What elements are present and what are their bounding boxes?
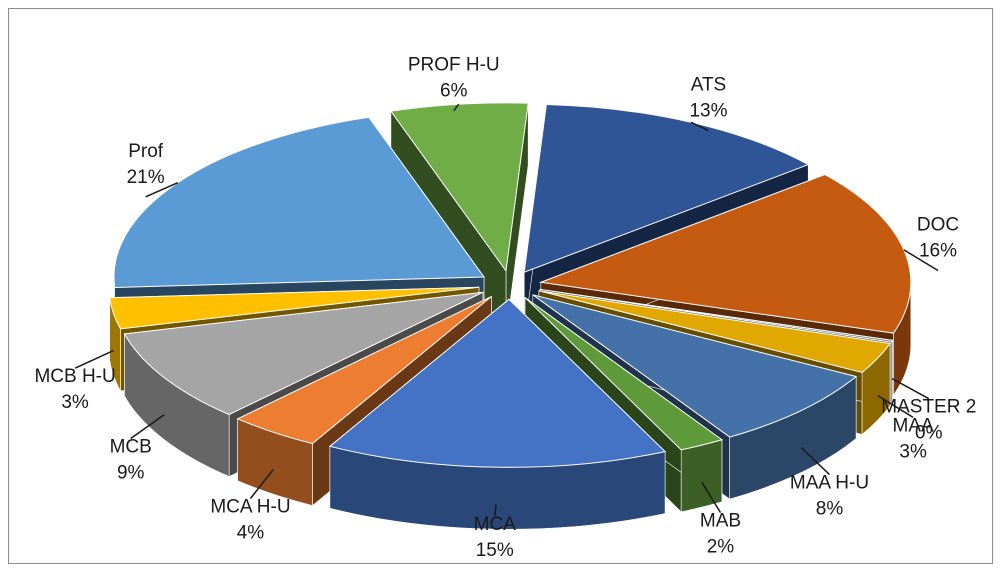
slice-label-name: Prof — [128, 141, 164, 162]
pie-slice-wall — [680, 439, 723, 513]
leader-line — [690, 121, 709, 132]
leader-line — [494, 504, 497, 517]
leader-line — [891, 377, 930, 400]
data-labels: ATS 13% DOC 16% MASTER 2 0%MAA 3% MAA H-U 8% MAB 2… — [34, 55, 976, 561]
pie-slice-top — [109, 286, 479, 330]
slice-label-percent: 3% — [61, 392, 89, 413]
slice-label-name: ATS — [691, 75, 727, 96]
slice-label-name: MAB — [700, 511, 741, 532]
slice-label-percent: 9% — [117, 463, 145, 484]
pie-slice-top — [532, 294, 858, 438]
slice-label-percent: 3% — [899, 441, 927, 462]
leader-line — [130, 414, 165, 440]
slice-label-name: MASTER 2 — [881, 397, 976, 418]
slice-label-name: MAA H-U — [790, 473, 869, 494]
leader-line — [903, 249, 939, 272]
pie-slice-top — [328, 298, 667, 468]
leader-lines — [74, 103, 939, 517]
slice-label-percent: 8% — [816, 499, 844, 520]
slice-label-percent: 16% — [919, 240, 957, 261]
leader-line — [453, 103, 460, 112]
pie-slices — [109, 102, 912, 530]
slice-label-percent: 15% — [476, 540, 514, 561]
slice-label-percent: 6% — [440, 81, 468, 102]
slice-label-percent: 4% — [237, 522, 265, 543]
slice-label-percent: 2% — [707, 537, 735, 558]
slice-label-percent: 21% — [127, 167, 165, 188]
leader-line — [145, 181, 179, 198]
pie-slice-top — [123, 291, 484, 416]
slice-label-name: MCA — [474, 514, 517, 535]
pie-slice-wall — [890, 339, 893, 406]
pie-slice-top — [524, 297, 724, 451]
pie-slice-top — [523, 104, 810, 274]
slice-label-percent: 13% — [689, 101, 727, 122]
pie-slice-top — [236, 296, 492, 445]
slice-label-percent: 0% — [915, 423, 943, 444]
slice-label-name: MCB H-U — [34, 366, 115, 387]
slice-label-name: MCB — [110, 437, 152, 458]
leader-line — [249, 468, 274, 499]
pie-slice-top — [113, 116, 485, 288]
slice-label-name: PROF H-U — [408, 55, 500, 76]
pie-slice-top — [539, 288, 894, 343]
leader-line — [877, 394, 914, 419]
pie-slice-mca — [328, 298, 667, 530]
slice-label-name: MAA — [893, 415, 935, 436]
leader-line — [701, 481, 722, 513]
leader-line — [74, 349, 114, 369]
slice-label-name: DOC — [917, 214, 959, 235]
slice-label-name: MCA H-U — [210, 496, 290, 517]
pie-slice-top — [538, 290, 891, 374]
leader-line — [800, 447, 831, 476]
